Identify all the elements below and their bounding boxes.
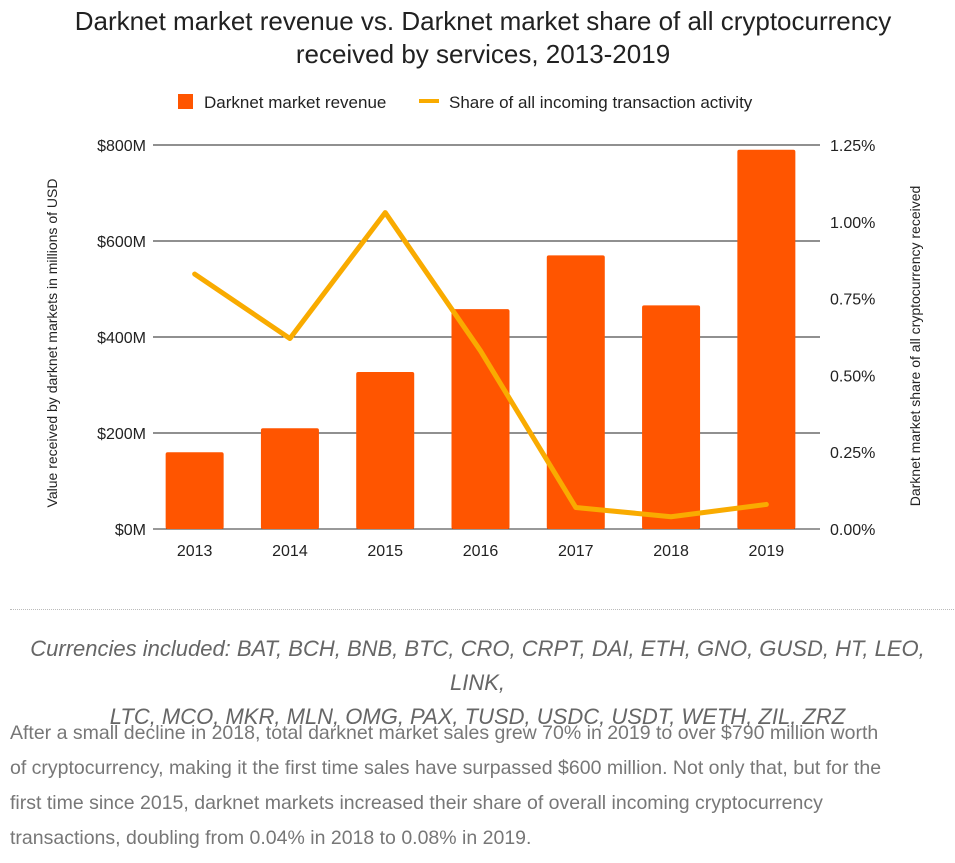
bars bbox=[165, 149, 796, 530]
bar-2019 bbox=[737, 149, 796, 530]
x-tick-label: 2014 bbox=[272, 543, 308, 560]
chart-title-line-1: Darknet market revenue vs. Darknet marke… bbox=[75, 6, 891, 36]
y-left-axis-title: Value received by darknet markets in mil… bbox=[44, 179, 60, 508]
y-right-tick-label: 0.75% bbox=[830, 292, 875, 309]
bar-2014 bbox=[260, 428, 319, 529]
chart-title-line-2: received by services, 2013-2019 bbox=[296, 39, 670, 69]
summary-paragraph: After a small decline in 2018, total dar… bbox=[10, 716, 950, 856]
paragraph-line: first time since 2015, darknet markets i… bbox=[10, 792, 823, 814]
legend-swatch-revenue bbox=[178, 94, 193, 109]
legend-label-share: Share of all incoming transaction activi… bbox=[449, 93, 753, 112]
y-left-tick-label: $200M bbox=[97, 426, 146, 443]
caption-line: Currencies included: BAT, BCH, BNB, BTC,… bbox=[30, 636, 925, 695]
y-left-tick-label: $0M bbox=[115, 522, 146, 539]
y-left-tick-label: $800M bbox=[97, 138, 146, 155]
currencies-caption: Currencies included: BAT, BCH, BNB, BTC,… bbox=[0, 632, 955, 734]
legend: Darknet market revenue Share of all inco… bbox=[178, 93, 753, 112]
y-right-tick-label: 1.25% bbox=[830, 138, 875, 155]
paragraph-line: of cryptocurrency, making it the first t… bbox=[10, 757, 882, 779]
y-left-tick-label: $400M bbox=[97, 330, 146, 347]
legend-label-revenue: Darknet market revenue bbox=[204, 93, 386, 112]
x-tick-label: 2018 bbox=[653, 543, 689, 560]
bar-2018 bbox=[642, 305, 701, 529]
share-line bbox=[192, 210, 769, 520]
bar-2017 bbox=[546, 255, 605, 529]
section-divider bbox=[10, 609, 954, 610]
chart: Darknet market revenue vs. Darknet marke… bbox=[44, 6, 923, 560]
caption-line: LTC, MCO, MKR, MLN, OMG, PAX, TUSD, USDC… bbox=[109, 704, 846, 729]
y-left-ticks: $0M $200M $400M $600M $800M bbox=[97, 138, 146, 539]
x-ticks: 2013 2014 2015 2016 2017 2018 2019 bbox=[177, 543, 784, 560]
y-right-tick-label: 0.50% bbox=[830, 368, 875, 385]
x-tick-label: 2013 bbox=[177, 543, 213, 560]
paragraph-line: After a small decline in 2018, total dar… bbox=[10, 722, 879, 744]
y-right-tick-label: 0.00% bbox=[830, 522, 875, 539]
bar-2013 bbox=[165, 452, 224, 529]
x-tick-label: 2016 bbox=[463, 543, 499, 560]
paragraph-line: transactions, doubling from 0.04% in 201… bbox=[10, 827, 532, 849]
y-right-tick-label: 0.25% bbox=[830, 445, 875, 462]
bar-2016 bbox=[451, 309, 510, 529]
y-right-tick-label: 1.00% bbox=[830, 215, 875, 232]
y-left-tick-label: $600M bbox=[97, 234, 146, 251]
x-tick-label: 2019 bbox=[749, 543, 785, 560]
y-right-axis-title: Darknet market share of all cryptocurren… bbox=[907, 186, 923, 507]
x-tick-label: 2015 bbox=[367, 543, 403, 560]
bar-2015 bbox=[356, 372, 415, 529]
x-tick-label: 2017 bbox=[558, 543, 594, 560]
y-right-ticks: 0.00% 0.25% 0.50% 0.75% 1.00% 1.25% bbox=[830, 138, 875, 539]
